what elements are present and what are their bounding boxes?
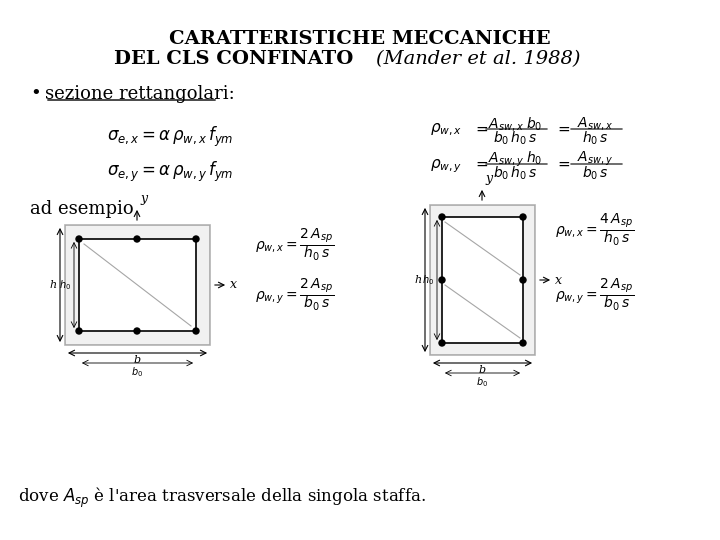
Text: $\sigma_{e,y} = \alpha\,\rho_{w,y}\,f_{ym}$: $\sigma_{e,y} = \alpha\,\rho_{w,y}\,f_{y… (107, 160, 233, 184)
Circle shape (520, 340, 526, 346)
Text: $b_0\,s$: $b_0\,s$ (582, 165, 608, 183)
Text: $\rho_{w,x} = \dfrac{4\,A_{sp}}{h_0\,s}$: $\rho_{w,x} = \dfrac{4\,A_{sp}}{h_0\,s}$ (555, 212, 634, 248)
Text: $A_{sw,x}$: $A_{sw,x}$ (577, 115, 613, 132)
Text: $b_0$: $b_0$ (131, 365, 143, 379)
Text: $A_{sw,y}$: $A_{sw,y}$ (577, 150, 613, 168)
Text: ad esempio: ad esempio (30, 200, 134, 218)
Circle shape (439, 340, 445, 346)
Text: $b_0$: $b_0$ (476, 375, 488, 389)
Circle shape (76, 236, 82, 242)
Text: y: y (140, 192, 147, 205)
Text: $A_{sw,x}\;b_0$: $A_{sw,x}\;b_0$ (487, 115, 542, 133)
Text: $A_{sw,y}\;h_0$: $A_{sw,y}\;h_0$ (487, 150, 542, 170)
Text: x: x (230, 279, 237, 292)
Text: $h_0$: $h_0$ (59, 278, 71, 292)
Text: CARATTERISTICHE MECCANICHE: CARATTERISTICHE MECCANICHE (169, 30, 551, 48)
Circle shape (193, 328, 199, 334)
Text: sezione rettangolari:: sezione rettangolari: (45, 85, 235, 103)
Circle shape (439, 214, 445, 220)
Circle shape (439, 277, 445, 283)
Text: b: b (478, 365, 485, 375)
Text: $\sigma_{e,x} = \alpha\,\rho_{w,x}\,f_{ym}$: $\sigma_{e,x} = \alpha\,\rho_{w,x}\,f_{y… (107, 125, 233, 149)
Text: $\rho_{w,x} = \dfrac{2\,A_{sp}}{h_0\,s}$: $\rho_{w,x} = \dfrac{2\,A_{sp}}{h_0\,s}$ (255, 227, 334, 263)
Text: h: h (415, 275, 422, 285)
Circle shape (193, 236, 199, 242)
Circle shape (134, 328, 140, 334)
FancyBboxPatch shape (65, 225, 210, 345)
Text: y: y (485, 172, 492, 185)
Circle shape (76, 328, 82, 334)
Circle shape (134, 236, 140, 242)
FancyBboxPatch shape (430, 205, 535, 355)
FancyBboxPatch shape (79, 239, 196, 331)
Text: $=$: $=$ (473, 122, 489, 136)
Circle shape (520, 277, 526, 283)
Circle shape (520, 214, 526, 220)
Text: DEL CLS CONFINATO: DEL CLS CONFINATO (114, 50, 366, 68)
Text: x: x (555, 273, 562, 287)
Text: $\rho_{w,x}$: $\rho_{w,x}$ (430, 122, 462, 138)
Text: $\rho_{w,y} = \dfrac{2\,A_{sp}}{b_0\,s}$: $\rho_{w,y} = \dfrac{2\,A_{sp}}{b_0\,s}$ (255, 277, 334, 313)
FancyBboxPatch shape (442, 217, 523, 343)
Text: $h_0\,s$: $h_0\,s$ (582, 130, 608, 147)
Text: $h_0$: $h_0$ (422, 273, 434, 287)
Text: $=$: $=$ (473, 157, 489, 171)
Text: $b_0\,h_0\,s$: $b_0\,h_0\,s$ (493, 130, 537, 147)
Text: h: h (50, 280, 57, 290)
Text: dove $A_{sp}$ è l'area trasversale della singola staffa.: dove $A_{sp}$ è l'area trasversale della… (18, 486, 426, 510)
Text: $\rho_{w,y} = \dfrac{2\,A_{sp}}{b_0\,s}$: $\rho_{w,y} = \dfrac{2\,A_{sp}}{b_0\,s}$ (555, 277, 634, 313)
Text: b: b (133, 355, 140, 365)
Text: $b_0\,h_0\,s$: $b_0\,h_0\,s$ (493, 165, 537, 183)
Text: $\rho_{w,y}$: $\rho_{w,y}$ (430, 157, 462, 174)
Text: $=$: $=$ (555, 122, 571, 136)
Text: $=$: $=$ (555, 157, 571, 171)
Text: •: • (30, 85, 41, 103)
Text: (Mander et al. 1988): (Mander et al. 1988) (376, 50, 580, 68)
